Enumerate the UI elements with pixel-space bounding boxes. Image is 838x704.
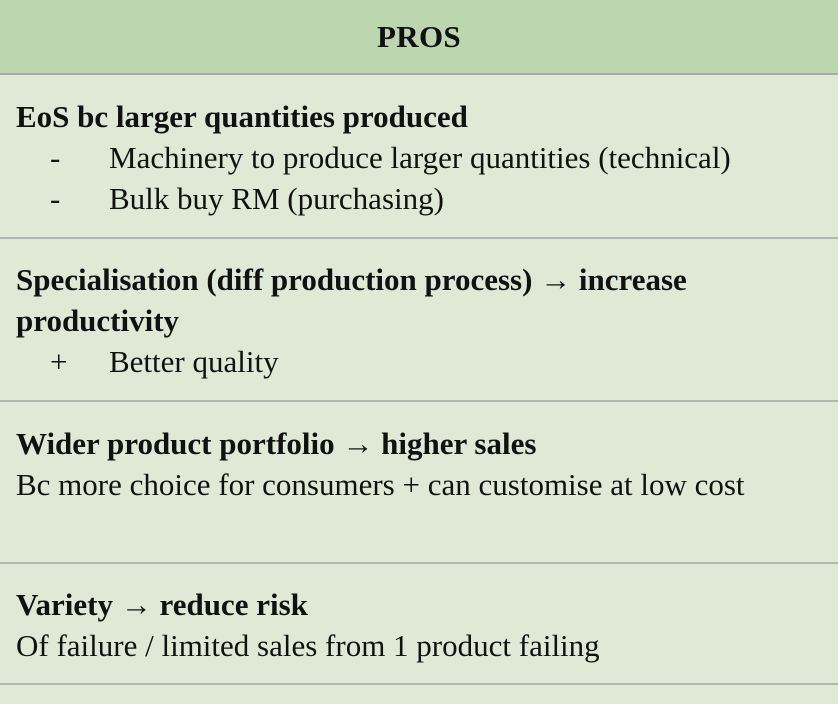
bullet-item: + Better quality xyxy=(16,341,822,382)
table-row: Wider product portfolio → higher sales B… xyxy=(0,402,838,564)
bullet-text: Bulk buy RM (purchasing) xyxy=(109,181,444,216)
table-row: Variety → reduce risk Of failure / limit… xyxy=(0,564,838,685)
row-title: EoS bc larger quantities produced xyxy=(16,99,468,134)
bullet-mark: - xyxy=(50,181,61,216)
row-title: Variety → reduce risk xyxy=(16,587,308,622)
bullet-mark: - xyxy=(50,140,61,175)
bullet-text: Better quality xyxy=(109,344,279,379)
row-text: Of failure / limited sales from 1 produc… xyxy=(16,628,600,663)
table-header: PROS xyxy=(0,0,838,75)
bullet-item: - Bulk buy RM (purchasing) xyxy=(16,178,822,219)
row-text: Bc more choice for consumers + can custo… xyxy=(16,467,745,502)
row-title: Specialisation (diff production process)… xyxy=(16,262,687,338)
table-row: EoS bc larger quantities produced - Mach… xyxy=(0,75,838,239)
row-title: Wider product portfolio → higher sales xyxy=(16,426,537,461)
table-row: Specialisation (diff production process)… xyxy=(0,239,838,402)
bullet-mark: + xyxy=(50,344,68,379)
bullet-text: Machinery to produce larger quantities (… xyxy=(109,140,731,175)
header-title: PROS xyxy=(377,18,461,54)
bullet-item: - Machinery to produce larger quantities… xyxy=(16,137,822,178)
